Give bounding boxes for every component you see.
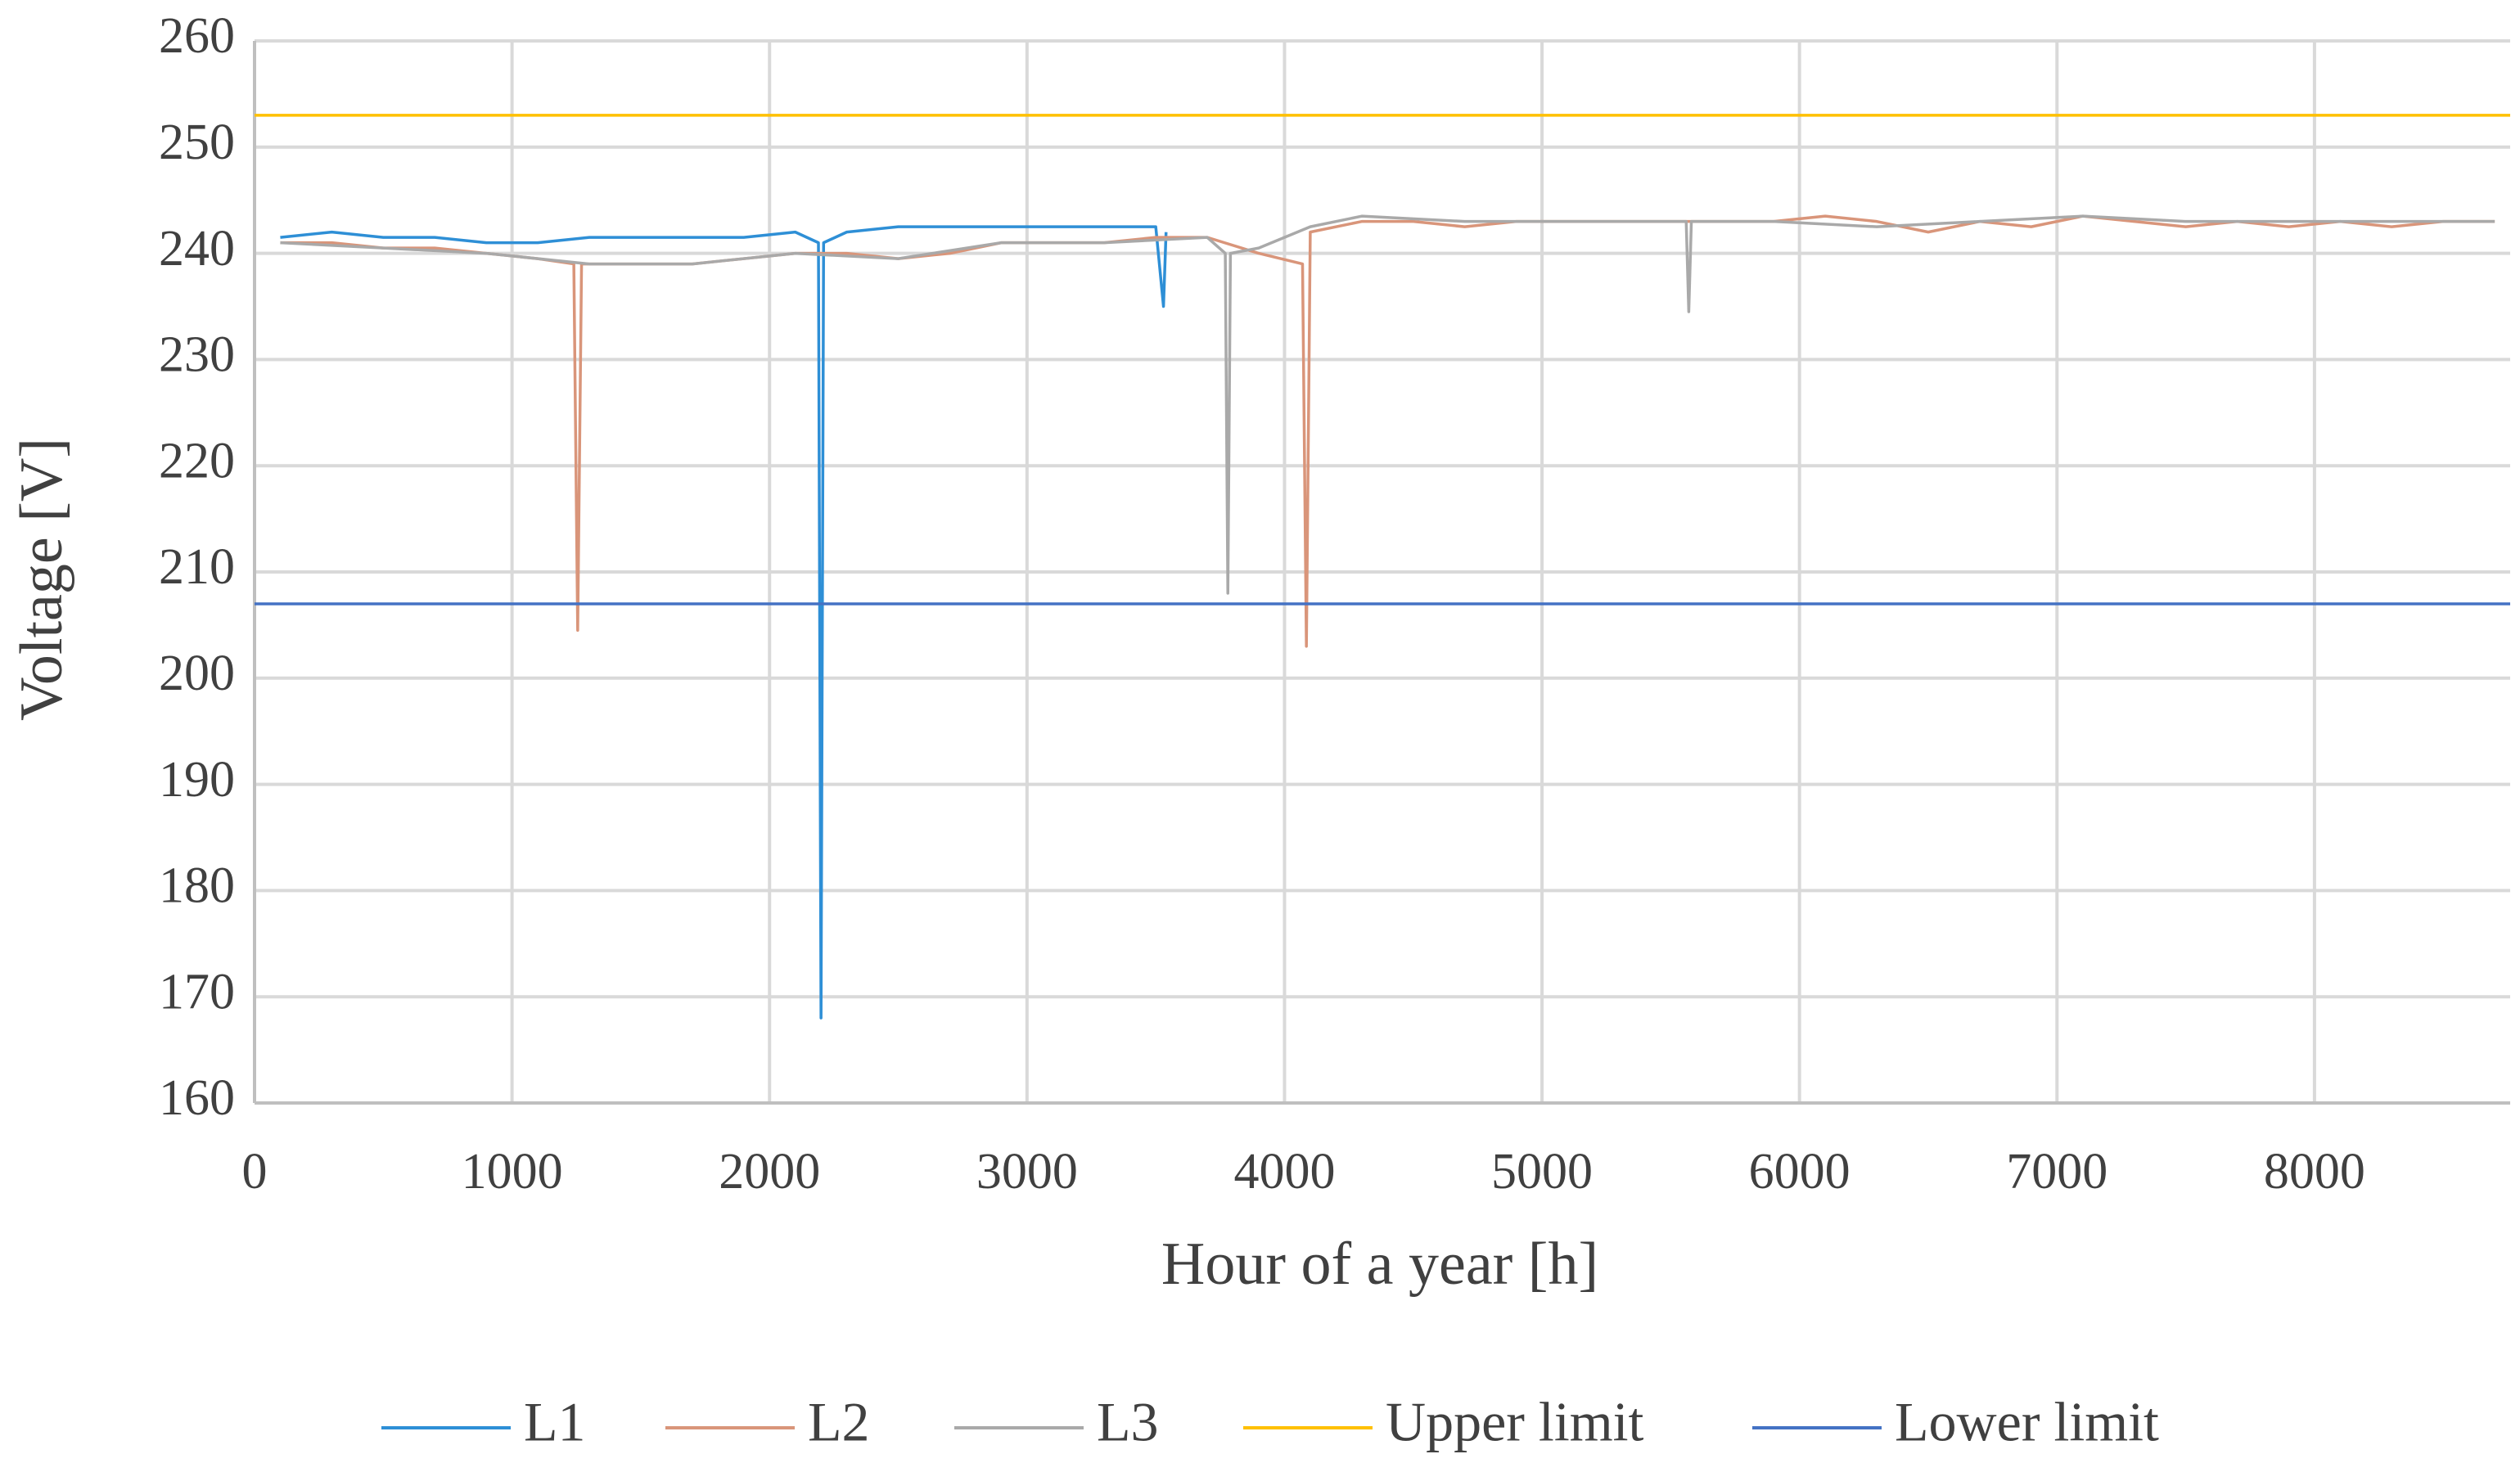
y-tick-label: 250 [159, 115, 235, 170]
y-tick-label: 240 [159, 221, 235, 277]
x-tick-label: 8000 [2264, 1144, 2365, 1200]
legend-label: Lower limit [1895, 1391, 2159, 1453]
x-tick-label: 6000 [1749, 1144, 1851, 1200]
series-line [280, 214, 2495, 595]
legend-label: L2 [808, 1391, 870, 1453]
legend-label: Upper limit [1386, 1391, 1644, 1453]
x-tick-label: 7000 [2006, 1144, 2108, 1200]
series-line [280, 214, 2495, 648]
y-tick-label: 180 [159, 858, 235, 914]
series-line [280, 225, 1168, 1020]
y-tick-label: 160 [159, 1070, 235, 1126]
x-tick-label: 0 [242, 1144, 268, 1200]
legend-label: L3 [1097, 1391, 1159, 1453]
x-tick-label: 2000 [719, 1144, 820, 1200]
y-tick-label: 260 [159, 8, 235, 64]
x-tick-label: 5000 [1491, 1144, 1593, 1200]
y-tick-label: 230 [159, 327, 235, 383]
x-axis-title: Hour of a year [h] [1161, 1231, 1598, 1298]
x-tick-label: 4000 [1233, 1144, 1335, 1200]
y-tick-label: 210 [159, 539, 235, 595]
x-tick-label: 3000 [976, 1144, 1078, 1200]
y-tick-label: 220 [159, 433, 235, 488]
x-tick-label: 1000 [462, 1144, 563, 1200]
legend-label: L1 [524, 1391, 586, 1453]
y-axis-title: Voltage [V] [8, 438, 75, 721]
y-tick-label: 190 [159, 752, 235, 808]
y-tick-label: 200 [159, 646, 235, 701]
y-tick-label: 170 [159, 964, 235, 1020]
